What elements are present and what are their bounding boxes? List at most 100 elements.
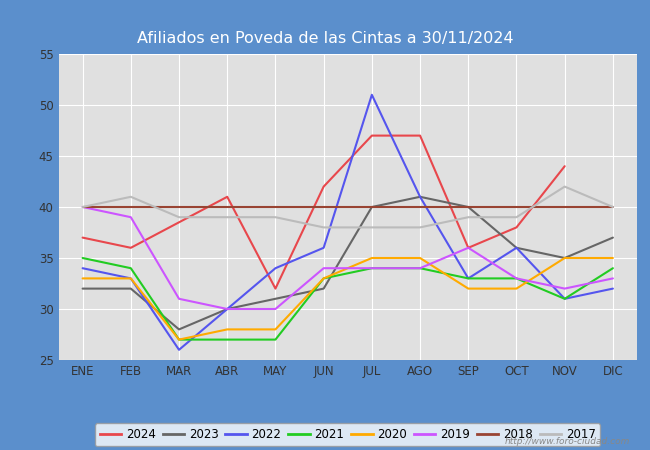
2020	[561, 255, 569, 261]
2018	[320, 204, 328, 210]
2022	[561, 296, 569, 302]
2022	[513, 245, 521, 251]
2022	[368, 92, 376, 98]
2021	[561, 296, 569, 302]
2021	[609, 266, 617, 271]
2022	[272, 266, 280, 271]
2020	[320, 276, 328, 281]
2024	[224, 194, 231, 199]
2024	[513, 225, 521, 230]
2021	[272, 337, 280, 342]
2018	[127, 204, 135, 210]
2024	[272, 286, 280, 291]
2021	[175, 337, 183, 342]
2022	[609, 286, 617, 291]
2017	[127, 194, 135, 199]
2023	[561, 255, 569, 261]
2022	[127, 276, 135, 281]
2019	[368, 266, 376, 271]
2020	[609, 255, 617, 261]
Line: 2021: 2021	[83, 258, 613, 340]
Line: 2017: 2017	[83, 187, 613, 227]
2021	[368, 266, 376, 271]
2021	[464, 276, 472, 281]
2019	[79, 204, 86, 210]
2018	[79, 204, 86, 210]
2024	[416, 133, 424, 138]
2019	[513, 276, 521, 281]
2019	[127, 215, 135, 220]
2023	[464, 204, 472, 210]
2020	[224, 327, 231, 332]
2020	[368, 255, 376, 261]
2024	[79, 235, 86, 240]
Line: 2019: 2019	[83, 207, 613, 309]
2023	[127, 286, 135, 291]
2023	[513, 245, 521, 251]
2019	[224, 306, 231, 312]
2021	[320, 276, 328, 281]
2020	[464, 286, 472, 291]
2018	[513, 204, 521, 210]
2023	[79, 286, 86, 291]
2019	[609, 276, 617, 281]
Text: Afiliados en Poveda de las Cintas a 30/11/2024: Afiliados en Poveda de las Cintas a 30/1…	[136, 31, 514, 46]
2019	[561, 286, 569, 291]
2022	[224, 306, 231, 312]
2020	[272, 327, 280, 332]
2019	[464, 245, 472, 251]
2019	[175, 296, 183, 302]
2022	[464, 276, 472, 281]
2021	[224, 337, 231, 342]
2019	[320, 266, 328, 271]
2021	[79, 255, 86, 261]
2017	[609, 204, 617, 210]
2017	[561, 184, 569, 189]
2018	[368, 204, 376, 210]
Text: http://www.foro-ciudad.com: http://www.foro-ciudad.com	[505, 436, 630, 446]
2017	[368, 225, 376, 230]
2018	[609, 204, 617, 210]
2023	[272, 296, 280, 302]
Line: 2023: 2023	[83, 197, 613, 329]
2018	[175, 204, 183, 210]
2020	[513, 286, 521, 291]
2023	[175, 327, 183, 332]
2022	[175, 347, 183, 352]
2017	[79, 204, 86, 210]
2023	[224, 306, 231, 312]
2024	[127, 245, 135, 251]
2021	[416, 266, 424, 271]
2021	[127, 266, 135, 271]
2024	[368, 133, 376, 138]
2020	[175, 337, 183, 342]
2022	[79, 266, 86, 271]
2017	[175, 215, 183, 220]
2023	[416, 194, 424, 199]
2017	[513, 215, 521, 220]
2017	[272, 215, 280, 220]
Legend: 2024, 2023, 2022, 2021, 2020, 2019, 2018, 2017: 2024, 2023, 2022, 2021, 2020, 2019, 2018…	[95, 423, 601, 446]
2019	[416, 266, 424, 271]
2021	[513, 276, 521, 281]
2017	[224, 215, 231, 220]
2020	[416, 255, 424, 261]
2022	[320, 245, 328, 251]
2017	[320, 225, 328, 230]
Line: 2024: 2024	[83, 135, 565, 288]
Line: 2020: 2020	[83, 258, 613, 340]
2020	[79, 276, 86, 281]
Line: 2022: 2022	[83, 95, 613, 350]
2018	[272, 204, 280, 210]
2023	[368, 204, 376, 210]
2017	[464, 215, 472, 220]
2024	[320, 184, 328, 189]
2024	[464, 245, 472, 251]
2018	[416, 204, 424, 210]
2022	[416, 194, 424, 199]
2023	[609, 235, 617, 240]
2024	[561, 163, 569, 169]
2019	[272, 306, 280, 312]
2018	[464, 204, 472, 210]
2018	[561, 204, 569, 210]
